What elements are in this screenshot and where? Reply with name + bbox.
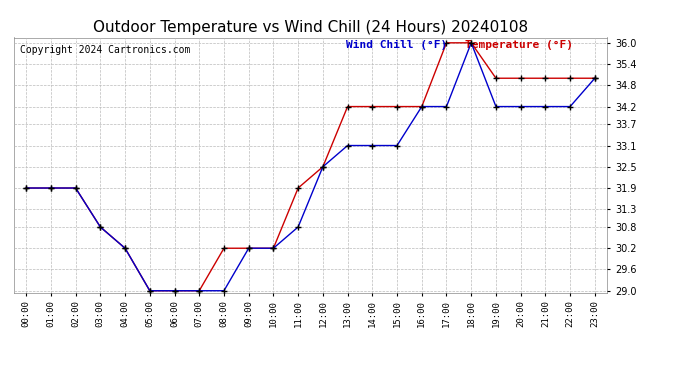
- Text: Wind Chill (°F): Wind Chill (°F): [346, 40, 447, 50]
- Title: Outdoor Temperature vs Wind Chill (24 Hours) 20240108: Outdoor Temperature vs Wind Chill (24 Ho…: [93, 20, 528, 35]
- Text: Copyright 2024 Cartronics.com: Copyright 2024 Cartronics.com: [20, 45, 190, 55]
- Text: Temperature (°F): Temperature (°F): [465, 40, 573, 50]
